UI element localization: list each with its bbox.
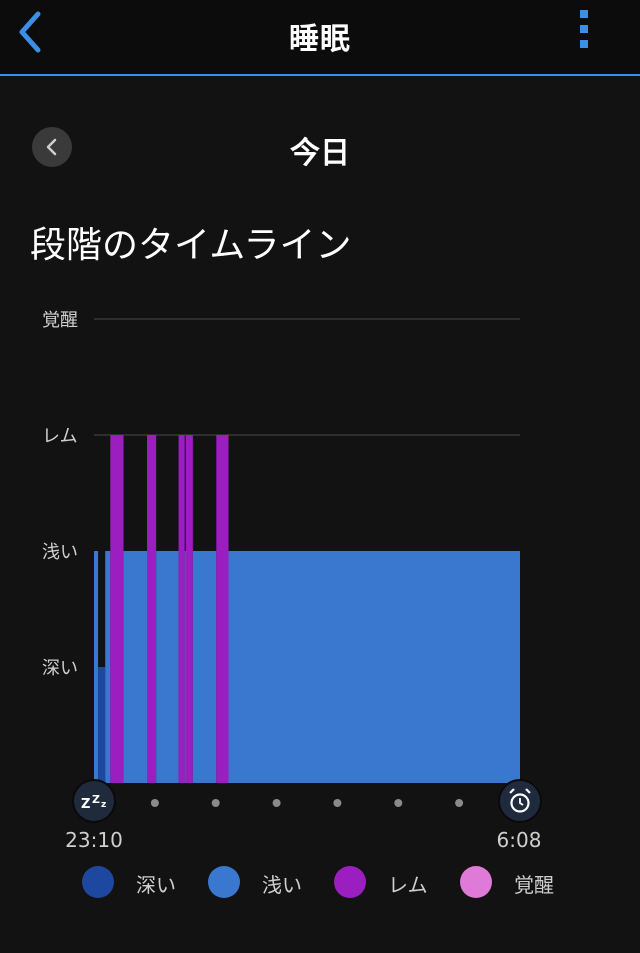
timeline-dot: [211, 799, 220, 807]
stage-bar: [185, 435, 193, 783]
stage-bar: [94, 551, 99, 783]
stage-bar: [192, 551, 217, 783]
legend-label-deep: 深い: [136, 873, 176, 897]
legend-dot-rem: [334, 866, 366, 898]
y-label-rem: レム: [42, 426, 78, 447]
svg-text:Z: Z: [92, 793, 100, 806]
y-label-deep: 深い: [42, 658, 78, 679]
stage-bar: [123, 551, 147, 783]
chevron-left-icon: [19, 11, 41, 53]
stage-bar: [184, 551, 186, 783]
svg-text:Z: Z: [81, 797, 90, 812]
timeline-dot: [455, 799, 464, 807]
legend-dot-light: [208, 866, 240, 898]
more-options-button[interactable]: [574, 10, 594, 54]
date-label: 今日: [290, 136, 350, 171]
start-time-label: 23:10: [65, 828, 123, 852]
timeline-dot: [150, 799, 159, 807]
stage-bar: [147, 435, 157, 783]
alarm-clock-icon: [498, 779, 542, 823]
chevron-left-icon: [46, 138, 57, 156]
stage-bar: [178, 435, 185, 783]
timeline-dot: [333, 799, 342, 807]
sleep-start-icon: Z Z z: [72, 779, 116, 823]
legend-label-rem: レム: [388, 873, 428, 897]
top-bar: 睡眠: [0, 0, 640, 76]
end-time-label: 6:08: [497, 828, 542, 852]
timeline-dot: [272, 799, 281, 807]
legend-dot-awake: [460, 866, 492, 898]
previous-day-button[interactable]: [32, 127, 72, 167]
legend: 深い 浅い レム 覚醒: [0, 865, 640, 899]
stage-bar: [216, 435, 229, 783]
stage-bar: [110, 435, 124, 783]
legend-dot-deep: [82, 866, 114, 898]
stage-bar: [98, 667, 106, 783]
page-title: 睡眠: [289, 22, 351, 57]
legend-label-awake: 覚醒: [514, 873, 554, 897]
y-label-light: 浅い: [42, 542, 78, 563]
stage-bar: [156, 551, 179, 783]
y-label-awake: 覚醒: [42, 310, 78, 331]
timeline-dot: [394, 799, 403, 807]
stage-bar: [228, 551, 520, 783]
legend-label-light: 浅い: [262, 873, 302, 897]
sleep-stage-chart: 深い 浅い レム 覚醒 Z Z z 23:10 6:08: [42, 310, 542, 852]
svg-text:z: z: [101, 800, 106, 810]
section-title: 段階のタイムライン: [30, 225, 352, 266]
stage-bar: [105, 551, 111, 783]
more-vertical-icon: [574, 10, 594, 48]
back-button[interactable]: [14, 10, 50, 54]
